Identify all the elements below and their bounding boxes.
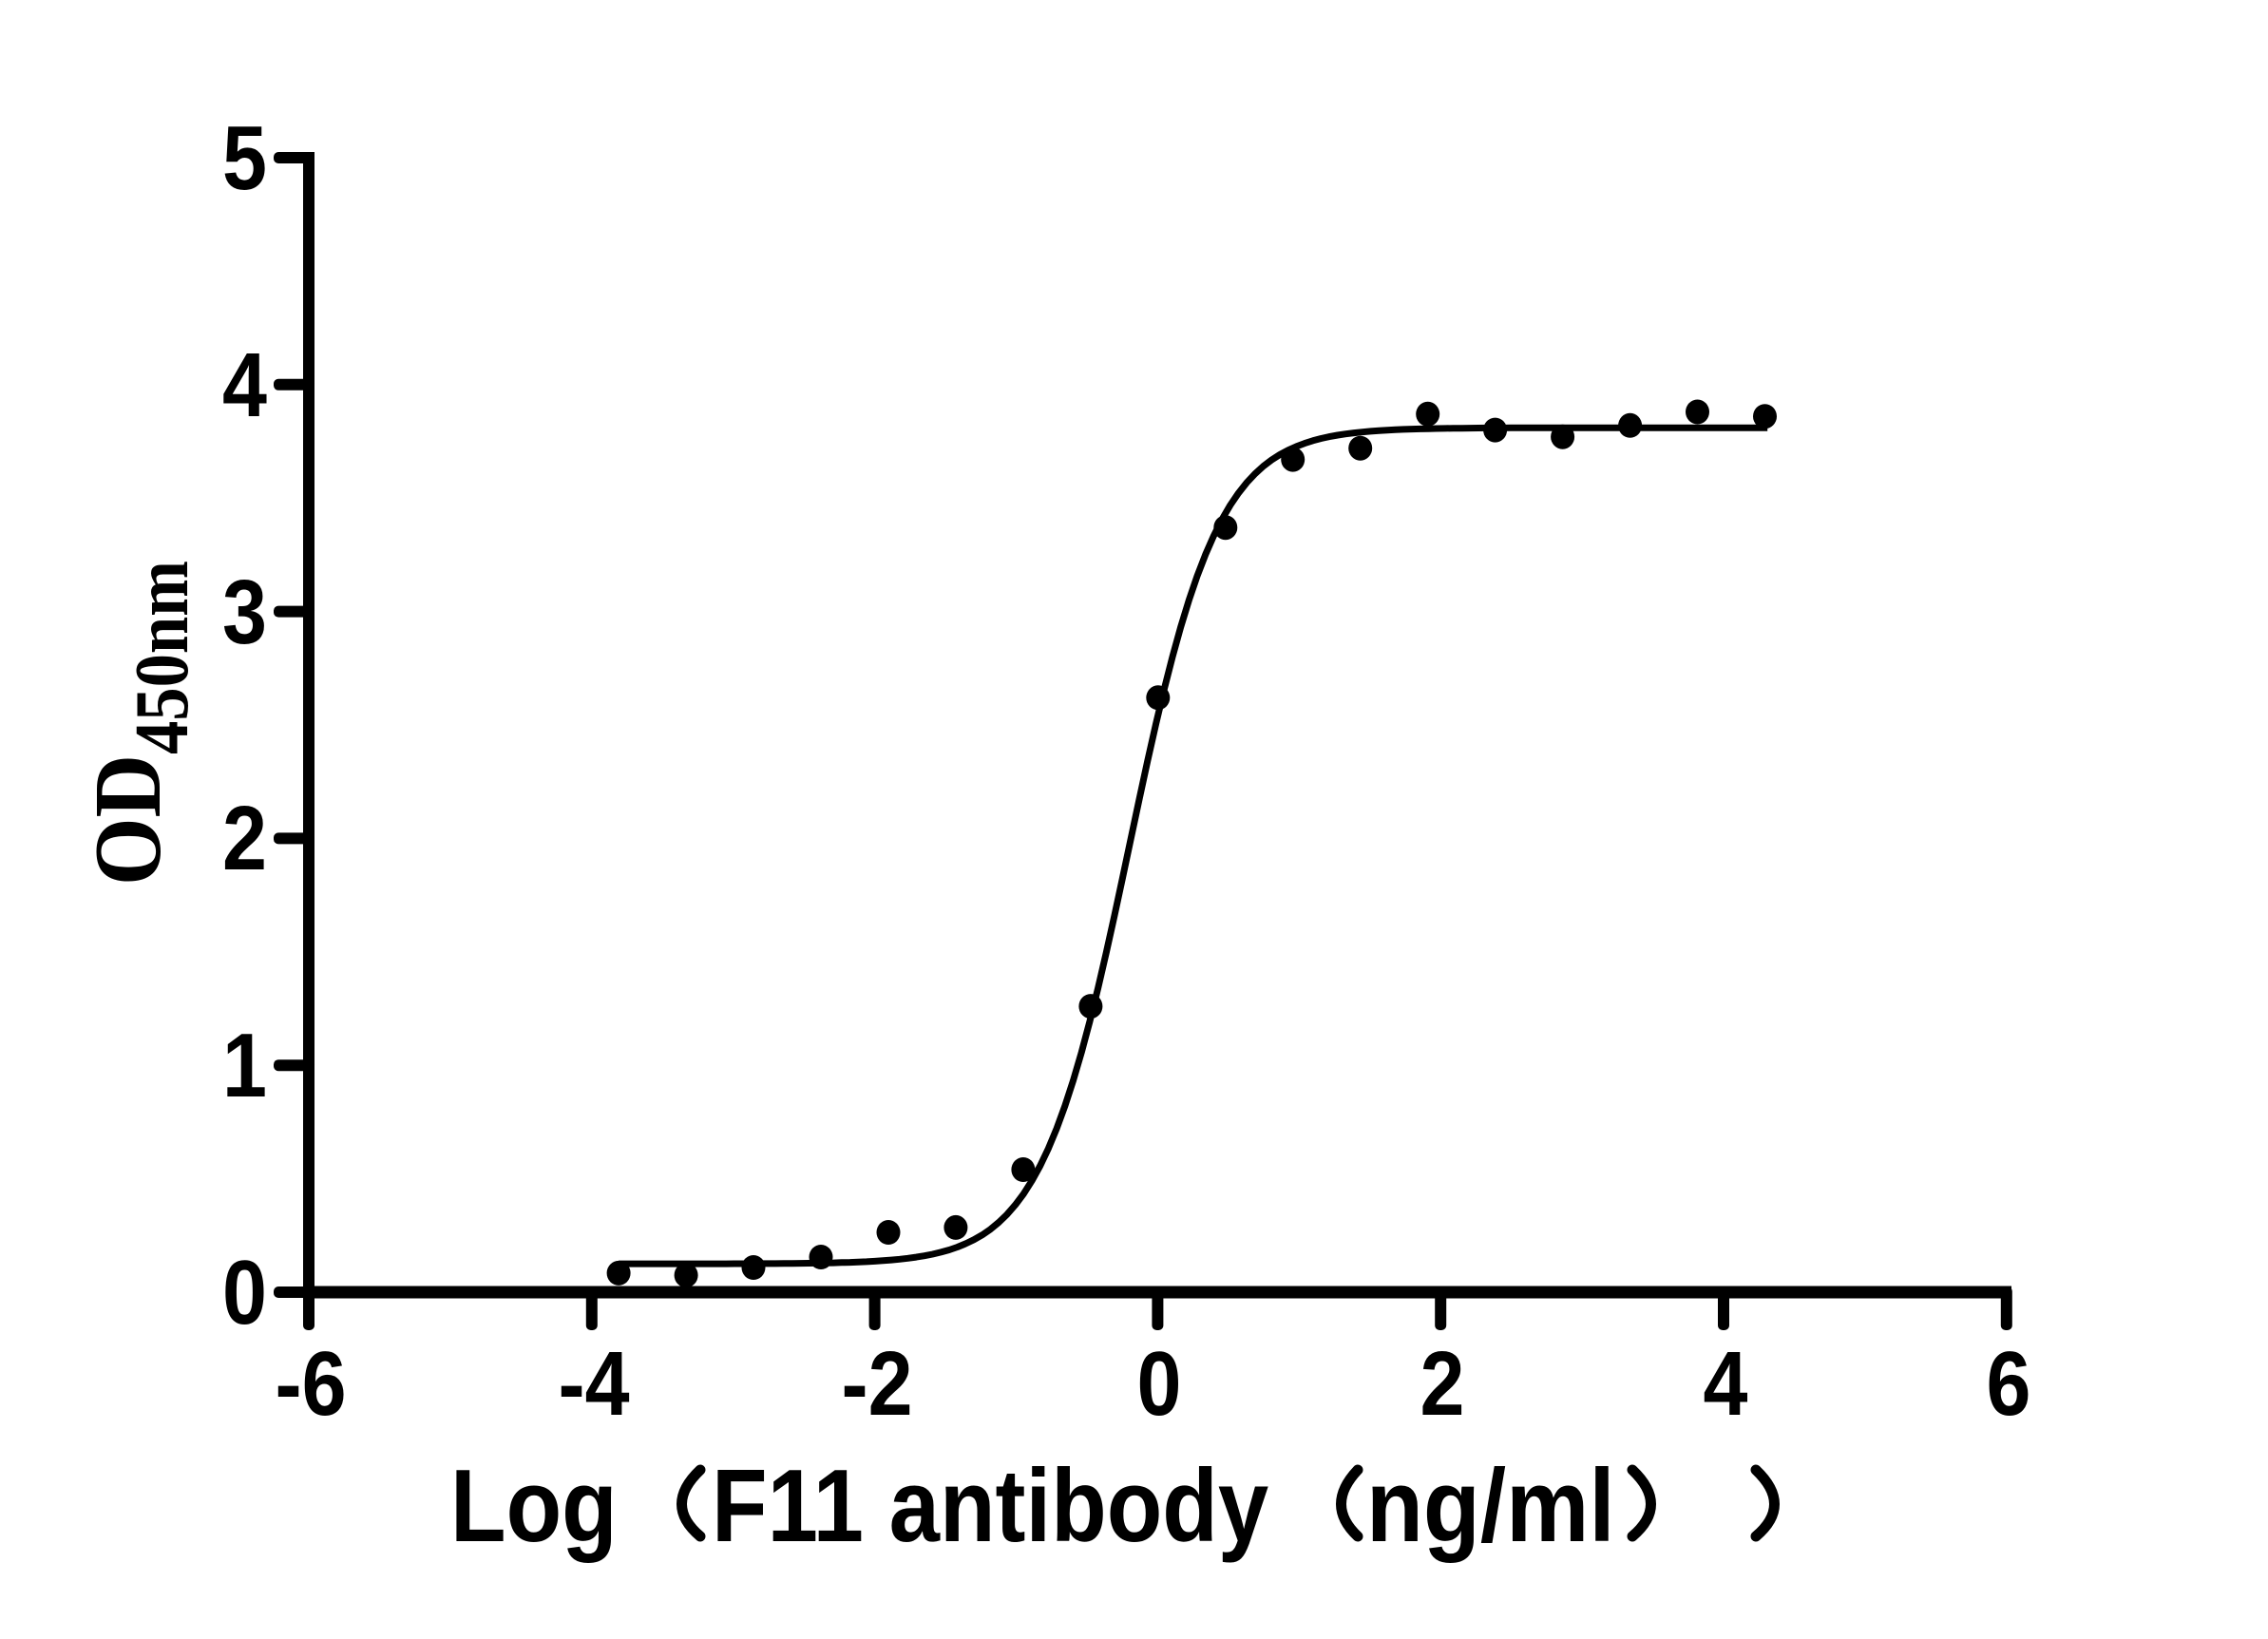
svg-text:F11 antibody: F11 antibody: [712, 1447, 1268, 1563]
svg-text:5: 5: [222, 107, 267, 209]
svg-text:-2: -2: [841, 1333, 912, 1435]
svg-text:Log: Log: [450, 1447, 618, 1563]
svg-text:-4: -4: [558, 1333, 629, 1435]
svg-text:1: 1: [222, 1015, 267, 1116]
svg-text:OD450nm: OD450nm: [74, 561, 204, 886]
svg-text:-6: -6: [275, 1333, 346, 1435]
svg-text:0: 0: [1137, 1333, 1182, 1435]
svg-text:6: 6: [1987, 1333, 2031, 1435]
svg-text:4: 4: [1704, 1333, 1748, 1435]
svg-text:4: 4: [222, 334, 267, 436]
svg-text:ng/ml: ng/ml: [1366, 1447, 1615, 1563]
svg-text:0: 0: [222, 1242, 267, 1344]
svg-text:2: 2: [1420, 1333, 1465, 1435]
svg-text:2: 2: [222, 788, 267, 889]
svg-text:3: 3: [222, 562, 267, 663]
